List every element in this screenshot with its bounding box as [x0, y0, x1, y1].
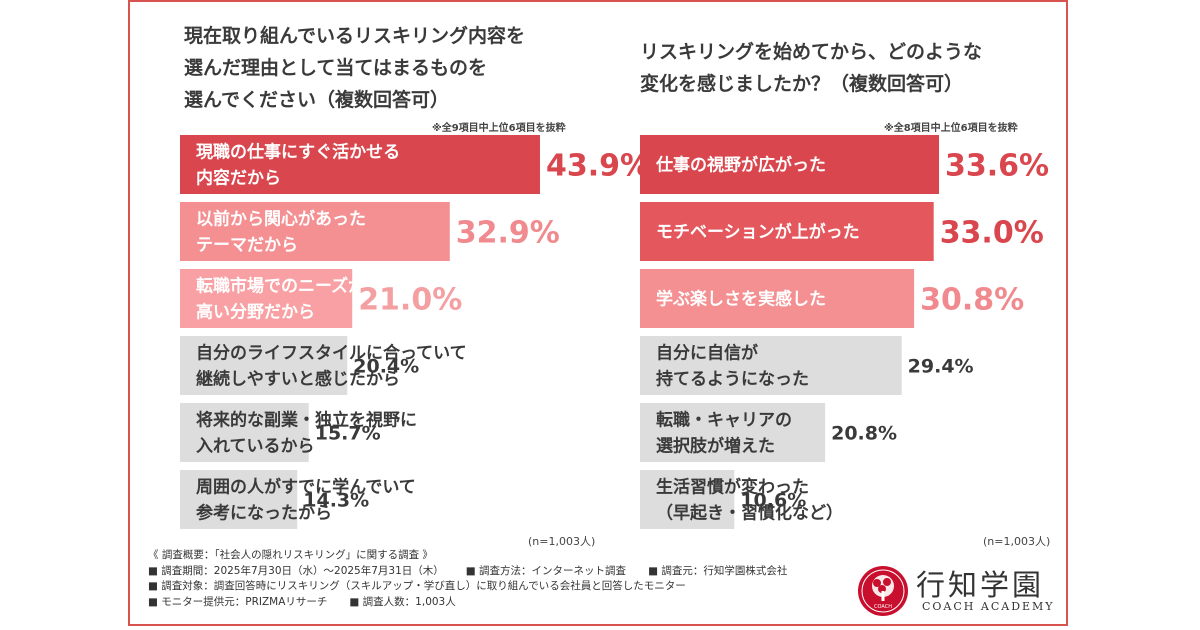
footer-item: ■ モニター提供元：PRIZMAリサーチ — [148, 595, 328, 608]
footer-line: ■ 調査期間：2025年7月30日（水）～2025年7月31日（木） ■ 調査方法… — [148, 564, 787, 580]
category-label: 継続しやすいと感じたから — [196, 369, 400, 390]
value-label: 29.4% — [908, 355, 974, 377]
category-label: 転職市場でのニーズが — [196, 276, 365, 297]
bar — [640, 470, 735, 529]
bar — [180, 403, 309, 462]
footer-line: ■ モニター提供元：PRIZMAリサーチ ■ 調査人数：1,003人 — [148, 595, 787, 611]
value-label: 20.4% — [353, 355, 419, 377]
left-sample-size: (n=1,003人) — [528, 535, 596, 548]
logo-emblem-icon: COACH — [858, 566, 908, 616]
category-label: 転職・キャリアの — [656, 410, 792, 431]
value-label: 15.7% — [315, 422, 381, 444]
value-label: 10.6% — [740, 489, 806, 511]
right-question-title: リスキリングを始めてから、どのような 変化を感じましたか？（複数回答可） — [640, 41, 983, 95]
logo-subtitle: COACH ACADEMY — [922, 600, 1055, 613]
category-label: 高い分野だから — [196, 302, 315, 323]
right-sample-size: (n=1,003人) — [983, 535, 1051, 548]
category-label: 持てるようになった — [656, 369, 809, 390]
category-label: 周囲の人がすでに学んでいて — [196, 477, 416, 498]
survey-footer: 《 調査概要：「社会人の隠れリスキリング」に関する調査 》 ■ 調査期間：2025… — [148, 548, 787, 610]
category-label: 学ぶ楽しさを実感した — [656, 289, 826, 310]
value-label: 20.8% — [831, 422, 897, 444]
category-label: （早起き・習慣化など） — [656, 503, 843, 524]
value-label: 43.9% — [546, 148, 650, 183]
bar — [180, 269, 353, 328]
category-label: 参考になったから — [196, 503, 332, 524]
category-label: 内容だから — [196, 168, 281, 189]
footer-line: ■ 調査対象：調査回答時にリスキリング（スキルアップ・学び直し）に取り組んでいる… — [148, 579, 787, 595]
category-label: 自分に自信が — [656, 343, 758, 364]
left-question-title: 現在取り組んでいるリスキリング内容を 選んだ理由として当てはまるものを 選んでく… — [184, 25, 526, 111]
logo: COACH 行知学園 COACH ACADEMY — [856, 562, 1056, 620]
category-label: 生活習慣が変わった — [656, 477, 809, 498]
right-note: ※全8項目中上位6項目を抜粋 — [884, 123, 1018, 134]
bar — [640, 135, 940, 194]
footer-item: 《 調査概要：「社会人の隠れリスキリング」に関する調査 》 — [148, 549, 433, 561]
value-label: 33.6% — [945, 148, 1049, 183]
category-label: 以前から関心があった — [196, 209, 366, 230]
footer-item: ■ 調査期間：2025年7月30日（水）～2025年7月31日（木） — [148, 564, 444, 577]
footer-item: ■ 調査対象：調査回答時にリスキリング（スキルアップ・学び直し）に取り組んでいる… — [148, 580, 686, 592]
value-label: 14.3% — [303, 489, 369, 511]
bar — [640, 269, 915, 328]
bar — [180, 202, 450, 261]
category-label: 自分のライフスタイルに合っていて — [196, 343, 467, 364]
value-label: 32.9% — [456, 215, 560, 250]
category-label: 将来的な副業・独立を視野に — [196, 410, 417, 431]
value-label: 30.8% — [920, 282, 1024, 317]
bar — [180, 336, 348, 395]
logo-emblem-text: COACH — [874, 604, 892, 610]
value-label: 21.0% — [358, 282, 462, 317]
footer-line: 《 調査概要：「社会人の隠れリスキリング」に関する調査 》 — [148, 548, 787, 564]
category-label: 入れているから — [196, 437, 315, 457]
bar — [640, 336, 902, 395]
category-label: 現職の仕事にすぐ活かせる — [196, 142, 400, 163]
category-label: 選択肢が増えた — [656, 436, 775, 457]
bar — [640, 403, 826, 462]
category-label: テーマだから — [196, 236, 298, 256]
left-note: ※全9項目中上位6項目を抜粋 — [432, 123, 566, 134]
category-label: 仕事の視野が広がった — [655, 155, 826, 176]
bar — [180, 135, 540, 194]
footer-item: ■ 調査元：行知学園株式会社 — [648, 564, 788, 577]
bar — [640, 202, 934, 261]
bar — [180, 470, 298, 529]
value-label: 33.0% — [940, 215, 1044, 250]
footer-item: ■ 調査人数：1,003人 — [349, 595, 456, 608]
category-label: モチベーションが上がった — [656, 222, 860, 243]
footer-item: ■ 調査方法：インターネット調査 — [465, 564, 627, 577]
logo-name: 行知学園 — [916, 568, 1045, 602]
